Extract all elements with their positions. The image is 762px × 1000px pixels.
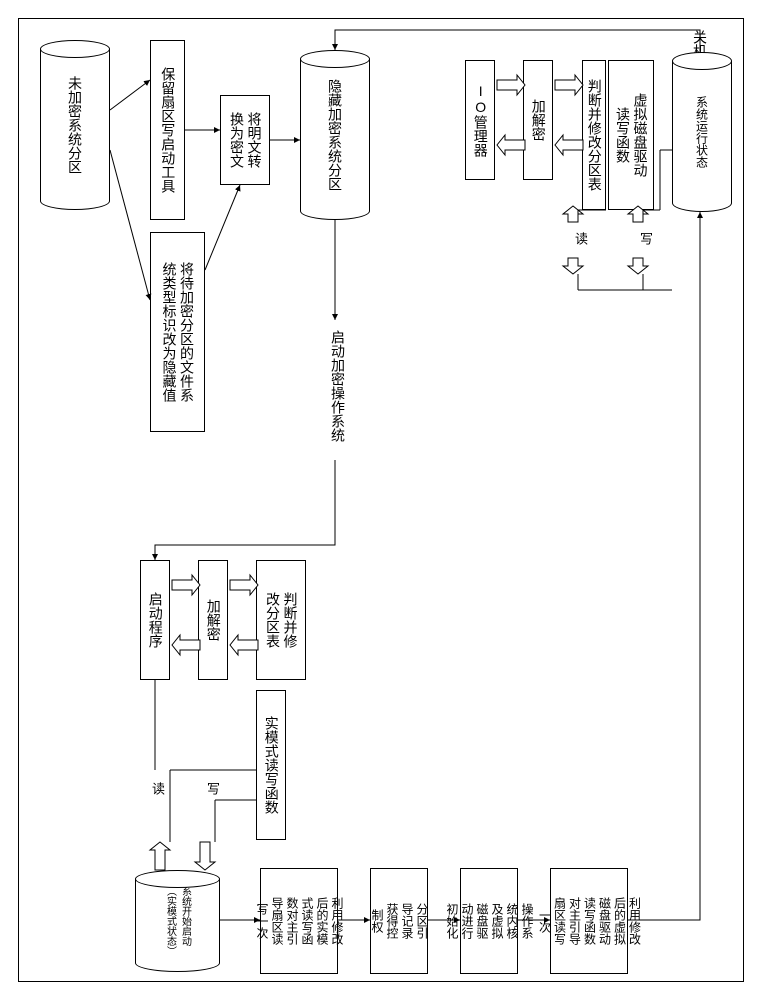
- b4-label: 利用修改 后的虚拟 磁盘驱动 读写函数 对主引导 扇区读写 一次: [537, 897, 642, 945]
- r-io: IO管理器: [465, 60, 495, 180]
- r-rw-label: 虚拟磁盘驱动 读写函数: [614, 93, 649, 177]
- cyl-hidden-label: 隐藏加密系统分区: [325, 79, 345, 191]
- cyl-bootstate-label: 系统开始启动 （实模式状态）: [163, 886, 193, 956]
- cyl-hidden: 隐藏加密系统分区: [300, 50, 370, 220]
- r-io-label: IO管理器: [471, 83, 489, 157]
- box-convert: 将明文转 换为密文: [220, 95, 270, 185]
- b3: 操作系 统内核 及虚拟 磁盘驱 动进行 初始化: [460, 868, 518, 974]
- l-judge: 判断并修 改分区表: [256, 560, 306, 680]
- r-read: 读: [571, 232, 590, 245]
- b1-label: 利用修改 后的实模 式读写函 数对主引 导扇区读 写一次: [254, 897, 344, 945]
- b2-label: 分区引 导记录 获得控 制权: [369, 903, 429, 939]
- b3-label: 操作系 统内核 及虚拟 磁盘驱 动进行 初始化: [444, 903, 534, 939]
- cyl-unencrypted-label: 未加密系统分区: [65, 76, 85, 174]
- l-crypt: 加解密: [198, 560, 228, 680]
- cyl-bootstate: 系统开始启动 （实模式状态）: [135, 870, 220, 972]
- r-judge-label: 判断并修改分区表: [585, 79, 603, 191]
- b4: 利用修改 后的虚拟 磁盘驱动 读写函数 对主引导 扇区读写 一次: [550, 868, 628, 974]
- box-hide-type: 将待加密分区的文件系 统类型标识改为隐藏值: [150, 232, 205, 432]
- cyl-running-label: 系统运行状态: [694, 96, 711, 168]
- l-io-label: 启动程序: [146, 592, 164, 648]
- cyl-running: 系统运行状态: [672, 52, 732, 212]
- cyl-unencrypted: 未加密系统分区: [40, 40, 110, 210]
- l-judge-label: 判断并修 改分区表: [264, 592, 299, 648]
- r-crypt: 加解密: [523, 60, 553, 180]
- r-judge: 判断并修改分区表: [582, 60, 606, 210]
- r-crypt-label: 加解密: [529, 99, 547, 141]
- box-reserve: 保留扇区写启动工具: [150, 40, 185, 220]
- r-write: 写: [636, 232, 655, 245]
- l-rw: 实模式读写函数: [256, 690, 286, 840]
- r-rw: 虚拟磁盘驱动 读写函数: [608, 60, 654, 210]
- box-hide-type-label: 将待加密分区的文件系 统类型标识改为隐藏值: [160, 262, 195, 402]
- l-crypt-label: 加解密: [204, 599, 222, 641]
- l-read: 读: [148, 782, 167, 795]
- l-io: 启动程序: [140, 560, 170, 680]
- box-convert-label: 将明文转 换为密文: [228, 112, 263, 168]
- box-reserve-label: 保留扇区写启动工具: [159, 67, 177, 193]
- b1: 利用修改 后的实模 式读写函 数对主引 导扇区读 写一次: [260, 868, 338, 974]
- middle-label: 启动加密操作系统: [328, 330, 348, 442]
- l-rw-label: 实模式读写函数: [262, 716, 280, 814]
- l-write: 写: [203, 782, 222, 795]
- b2: 分区引 导记录 获得控 制权: [370, 868, 428, 974]
